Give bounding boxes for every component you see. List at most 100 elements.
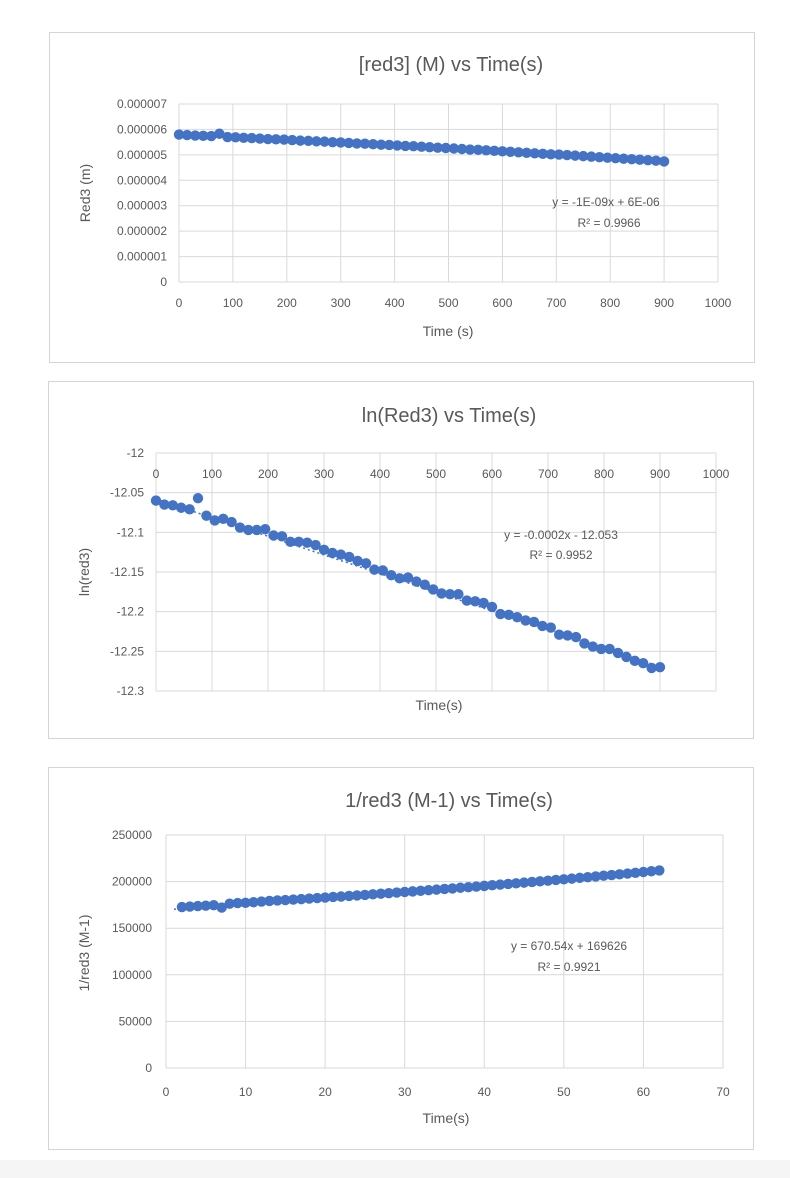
y-tick-label: 0.000004	[117, 173, 167, 187]
data-point	[534, 876, 546, 887]
x-tick-label: 0	[153, 467, 160, 481]
data-point	[521, 147, 532, 159]
data-point	[184, 901, 196, 912]
data-point	[176, 502, 187, 513]
data-point	[428, 584, 439, 595]
x-tick-label: 60	[637, 1085, 651, 1099]
data-point	[642, 154, 654, 166]
trendline-equation: y = -1E-09x + 6E-06	[552, 195, 660, 209]
y-tick-label: 100000	[112, 968, 152, 982]
data-point	[276, 531, 288, 542]
data-point	[254, 133, 266, 144]
data-point	[270, 134, 282, 145]
y-axis-label: 1/red3 (M-1)	[76, 914, 92, 991]
data-point	[224, 898, 235, 909]
x-tick-label: 300	[331, 296, 351, 310]
data-point	[495, 879, 506, 890]
data-point	[335, 549, 346, 560]
x-tick-label: 900	[650, 467, 670, 481]
data-point	[503, 609, 514, 621]
data-point	[311, 136, 322, 147]
data-point	[470, 596, 481, 607]
data-point	[392, 140, 403, 151]
data-point	[497, 146, 508, 157]
data-point	[654, 865, 665, 876]
data-point	[439, 883, 450, 895]
y-tick-label: 0	[145, 1061, 152, 1075]
data-point	[256, 896, 267, 907]
data-point	[264, 895, 275, 907]
data-point	[526, 876, 538, 888]
x-tick-label: 200	[258, 467, 278, 481]
data-point	[542, 875, 554, 886]
x-tick-label: 800	[594, 467, 614, 481]
data-point	[448, 143, 460, 154]
data-point	[327, 136, 338, 148]
x-axis-label: Time (s)	[423, 323, 474, 339]
data-point	[411, 576, 422, 587]
x-tick-label: 10	[239, 1085, 253, 1099]
data-point	[268, 530, 279, 541]
y-axis-label: ln(red3)	[76, 548, 92, 596]
data-point	[295, 135, 306, 146]
data-point	[464, 144, 476, 155]
data-point	[351, 890, 363, 901]
chart-inv-red3-vs-time: 0 50000 100000 150000 200000 250000 0 10 20 30 40 5…	[76, 790, 730, 1126]
data-point	[384, 139, 395, 151]
y-tick-label: 150000	[112, 921, 152, 935]
data-point	[243, 524, 254, 536]
x-tick-label: 200	[277, 296, 297, 310]
data-point	[226, 516, 237, 528]
data-point	[234, 522, 246, 533]
data-point	[537, 148, 549, 160]
data-point	[424, 142, 435, 153]
data-point	[618, 153, 629, 164]
data-point	[391, 887, 402, 898]
data-point	[602, 152, 613, 163]
data-point	[512, 612, 523, 623]
data-point	[248, 896, 259, 908]
data-point	[471, 881, 482, 892]
data-point	[192, 493, 204, 504]
data-point	[646, 866, 657, 877]
data-point	[310, 539, 321, 551]
data-point	[209, 515, 220, 526]
data-point	[612, 647, 624, 659]
y-tick-label: 0.000002	[117, 224, 167, 238]
chart-red3-vs-time: 0 0.000001 0.000002 0.000003 0.000004 0.00000…	[77, 54, 732, 339]
x-tick-label: 20	[318, 1085, 332, 1099]
chart-panel-ln-red3: -12 -12.05 -12.1 -12.15 -12.2 -12.25 -12.3 0 100…	[48, 381, 754, 739]
data-point	[286, 134, 298, 146]
data-point	[343, 137, 354, 149]
x-tick-label: 40	[478, 1085, 492, 1099]
data-point	[262, 133, 274, 145]
x-tick-label: 300	[314, 467, 334, 481]
data-point	[487, 880, 498, 891]
data-point	[251, 524, 262, 536]
data-point	[453, 589, 464, 600]
data-point	[537, 620, 548, 632]
chart-panel-inv-red3: 0 50000 100000 150000 200000 250000 0 10 20 30 40 5…	[48, 767, 754, 1150]
y-tick-label: -12	[127, 446, 145, 460]
data-point	[394, 573, 405, 584]
data-point	[479, 880, 490, 892]
data-point	[351, 138, 363, 149]
x-axis-label: Time(s)	[423, 1110, 470, 1126]
x-tick-label: 900	[654, 296, 674, 310]
data-point	[344, 551, 355, 563]
data-point	[646, 662, 657, 674]
data-point	[513, 147, 524, 158]
data-point	[222, 131, 233, 143]
data-point	[260, 523, 271, 535]
data-point	[610, 152, 621, 164]
data-point	[285, 536, 296, 548]
data-point	[638, 866, 649, 878]
data-point	[383, 887, 394, 899]
x-tick-label: 600	[492, 296, 512, 310]
data-point	[303, 135, 314, 147]
data-point	[594, 151, 605, 163]
x-tick-label: 100	[202, 467, 222, 481]
data-point	[463, 881, 474, 893]
data-point	[335, 137, 346, 148]
y-tick-label: 0.000006	[117, 122, 167, 136]
